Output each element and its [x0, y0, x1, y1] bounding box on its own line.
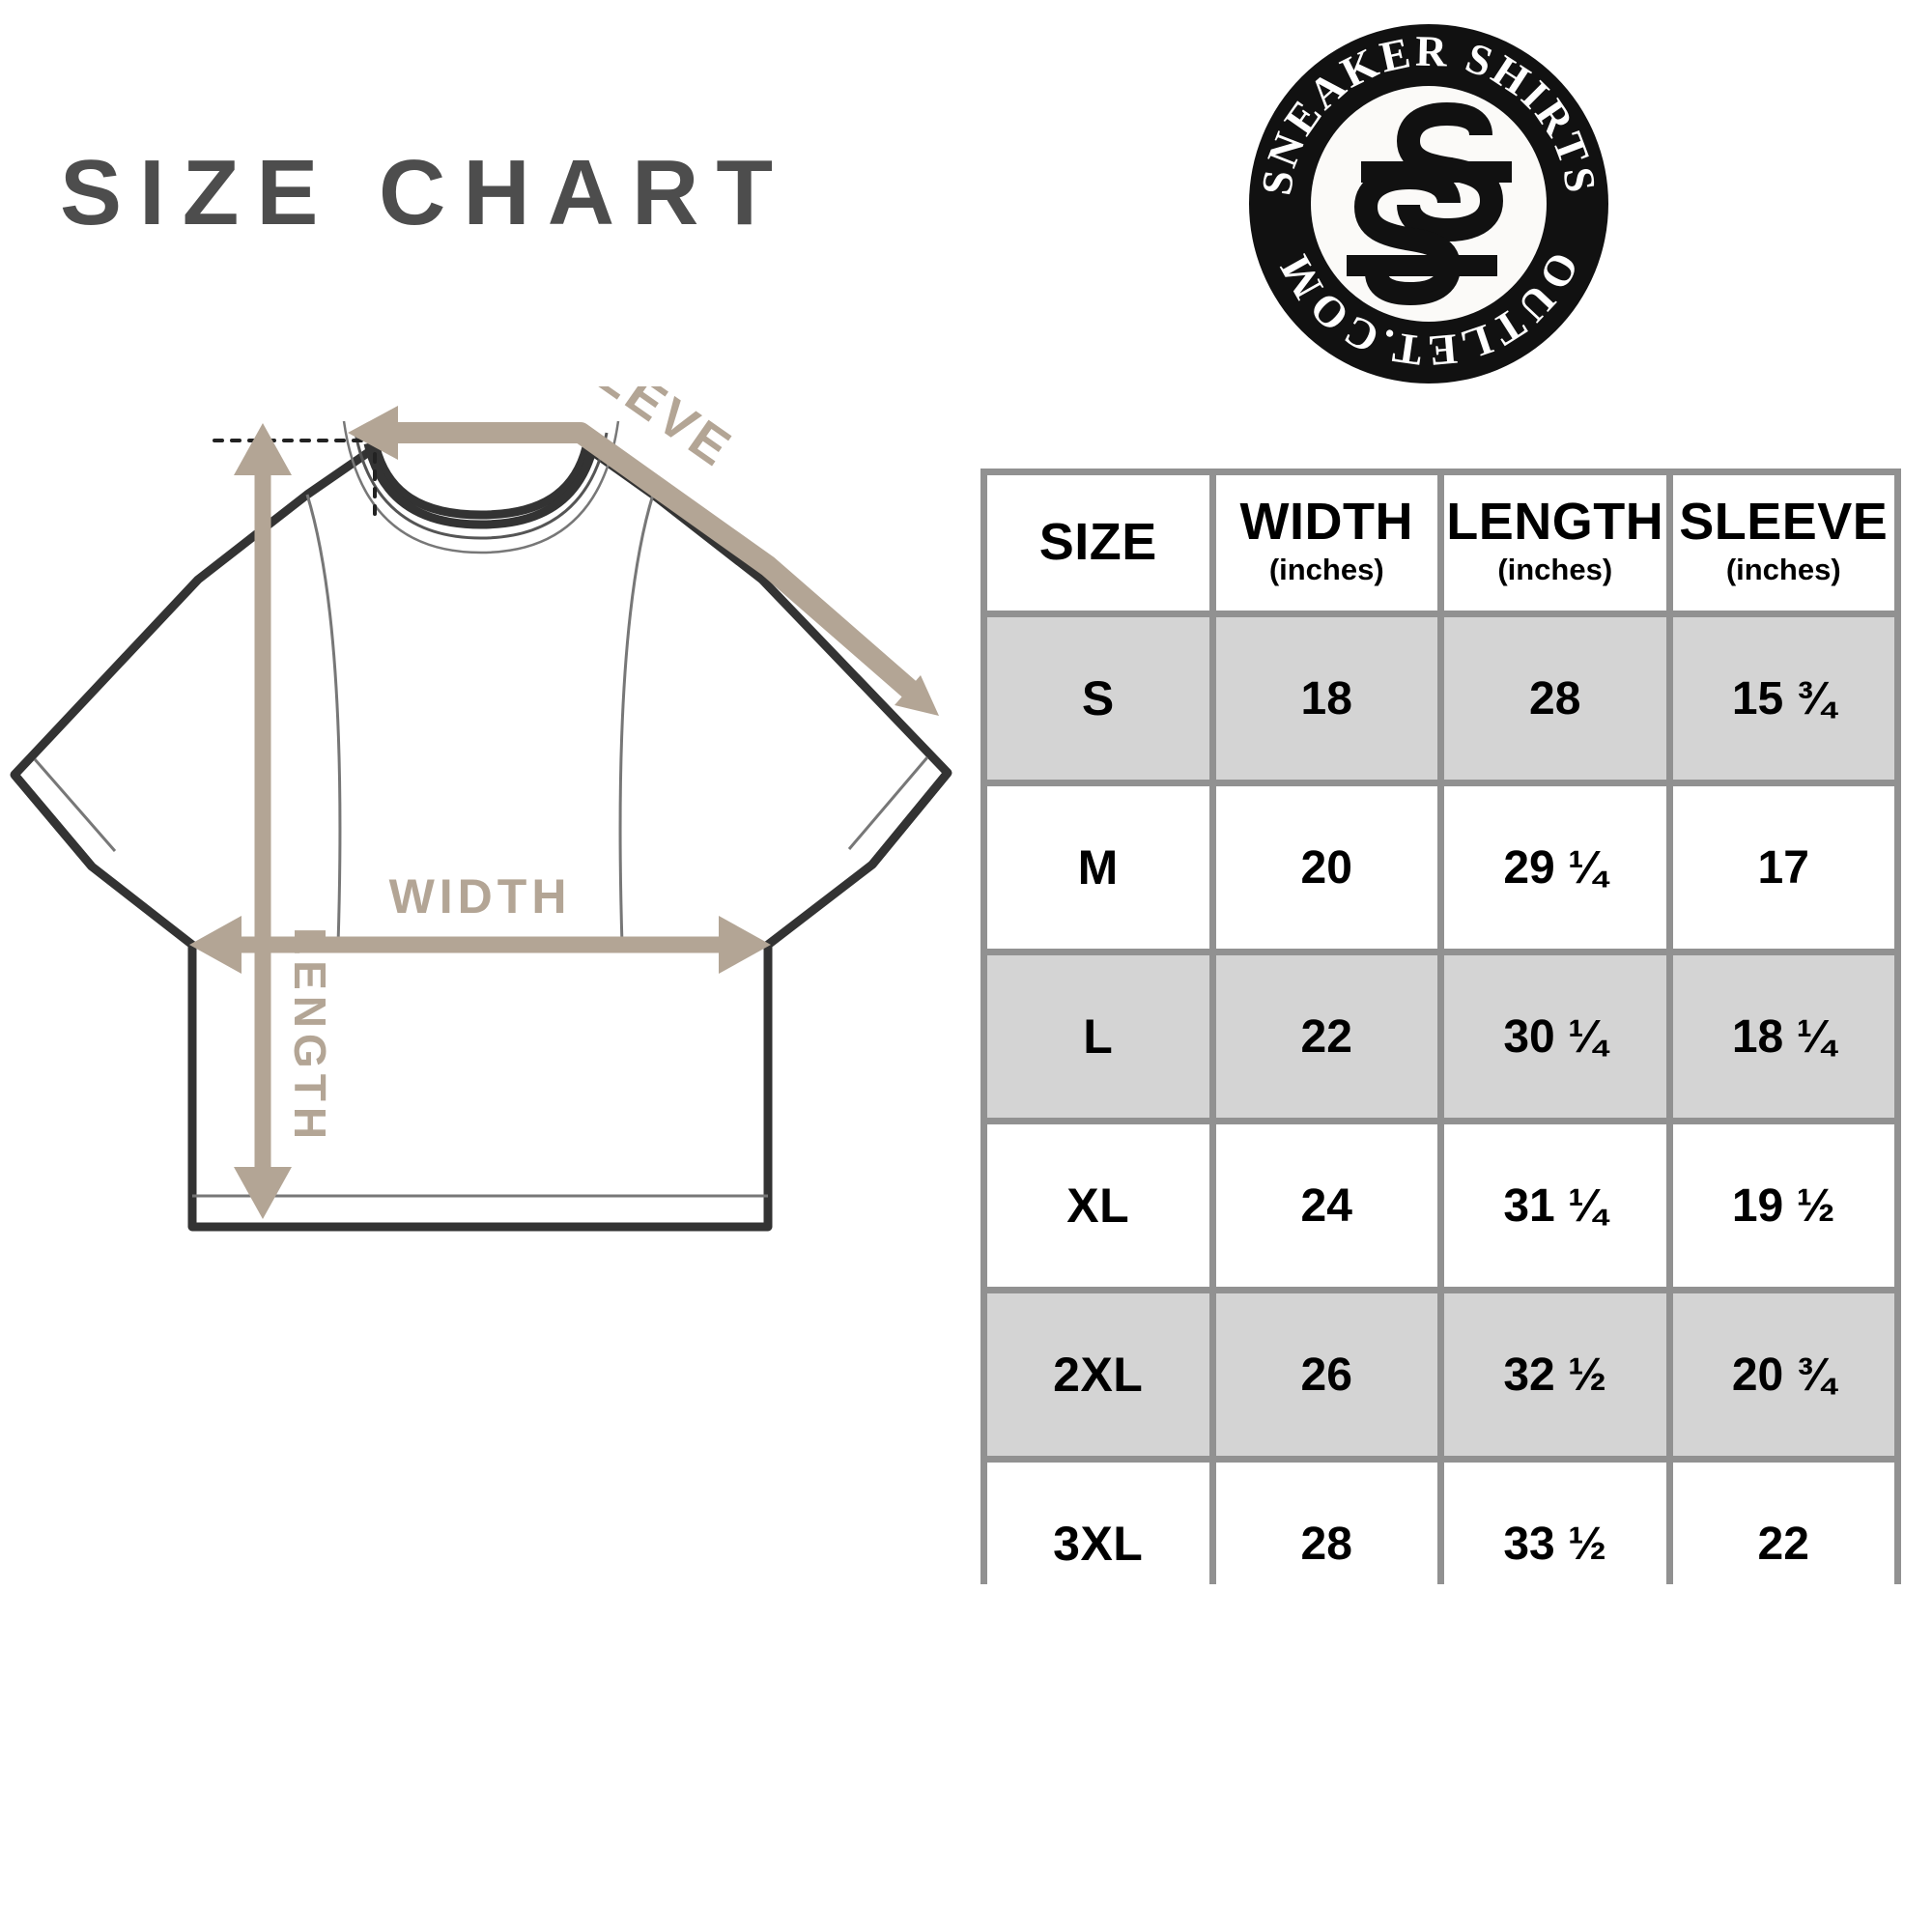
width-measure-arrow [189, 916, 771, 974]
width-arrowhead-left [189, 916, 242, 974]
cell-length: 28 [1444, 617, 1666, 780]
column-header-size-main: SIZE [1038, 513, 1157, 572]
table-row: 2XL 26 32 ½ 20 ¾ [987, 1293, 1894, 1456]
sleeve-arrowhead-end [895, 675, 939, 716]
width-arrowhead-right [719, 916, 771, 974]
column-header-length-main: LENGTH [1446, 493, 1664, 552]
tshirt-sleeve-hem-left-inner [33, 758, 117, 852]
cell-sleeve: 20 ¾ [1672, 1293, 1894, 1456]
sleeve-arrowhead-start [348, 406, 398, 460]
column-header-width-unit: (inches) [1268, 553, 1384, 587]
length-arrowhead-bottom [234, 1167, 292, 1219]
width-label: WIDTH [389, 869, 572, 923]
table-row: M 20 29 ¼ 17 [987, 786, 1894, 949]
size-chart-table: SIZE WIDTH (inches) LENGTH (inches) SLEE… [980, 469, 1901, 1632]
sleeve-measure-arrow [348, 406, 939, 716]
cell-length: 29 ¼ [1444, 786, 1666, 949]
cell-size: 2XL [987, 1293, 1209, 1456]
column-header-sleeve-unit: (inches) [1725, 553, 1841, 587]
cell-width: 24 [1215, 1124, 1437, 1287]
length-label: LENGTH [285, 927, 335, 1145]
cell-size: L [987, 955, 1209, 1118]
column-header-sleeve: SLEEVE (inches) [1672, 475, 1894, 611]
length-arrowhead-top [234, 423, 292, 475]
tshirt-neck-outer-seam-2 [342, 420, 620, 554]
column-header-length-unit: (inches) [1497, 553, 1613, 587]
cell-width: 20 [1215, 786, 1437, 949]
tshirt-body-path [10, 442, 952, 1232]
column-header-length: LENGTH (inches) [1444, 475, 1666, 611]
tshirt-armhole-left [305, 494, 342, 946]
cell-size: 3XL [987, 1463, 1209, 1625]
table-header-row: SIZE WIDTH (inches) LENGTH (inches) SLEE… [987, 475, 1894, 611]
cell-sleeve: 19 ½ [1672, 1124, 1894, 1287]
cell-sleeve: 18 ¼ [1672, 955, 1894, 1118]
cell-length: 32 ½ [1444, 1293, 1666, 1456]
size-chart-table-container: SIZE WIDTH (inches) LENGTH (inches) SLEE… [980, 469, 1901, 1625]
cell-size: M [987, 786, 1209, 949]
tshirt-neck-rib [363, 441, 599, 529]
cell-sleeve: 15 ¾ [1672, 617, 1894, 780]
column-header-size: SIZE [987, 475, 1209, 611]
cell-width: 22 [1215, 955, 1437, 1118]
page-title: SIZE CHART [60, 141, 790, 244]
tshirt-measurement-diagram: SLEEVE LENGTH WIDTH [0, 300, 966, 1352]
table-row: XL 24 31 ¼ 19 ½ [987, 1124, 1894, 1287]
cell-width: 26 [1215, 1293, 1437, 1456]
table-row: 3XL 28 33 ½ 22 [987, 1463, 1894, 1625]
cell-width: 18 [1215, 617, 1437, 780]
cell-length: 31 ¼ [1444, 1124, 1666, 1287]
cell-sleeve: 22 [1672, 1463, 1894, 1625]
brand-logo: SNEAKER SHIRTS OUTLET.COM [1246, 21, 1611, 386]
table-row: S 18 28 15 ¾ [987, 617, 1894, 780]
logo-monogram-ss [1347, 101, 1512, 306]
table-body: S 18 28 15 ¾ M 20 29 ¼ 17 L 22 30 ¼ 18 ¼… [987, 617, 1894, 1625]
tshirt-sleeve-hem-right [868, 770, 952, 867]
cell-width: 28 [1215, 1463, 1437, 1625]
tshirt-sleeve-hem-right-inner [847, 756, 929, 850]
cell-size: S [987, 617, 1209, 780]
cell-length: 33 ½ [1444, 1463, 1666, 1625]
column-header-sleeve-main: SLEEVE [1679, 493, 1889, 552]
table-row: L 22 30 ¼ 18 ¼ [987, 955, 1894, 1118]
column-header-width-main: WIDTH [1239, 493, 1413, 552]
tshirt-armhole-right [618, 494, 655, 946]
cell-sleeve: 17 [1672, 786, 1894, 949]
length-measure-arrow [234, 423, 292, 1219]
tshirt-sleeve-hem-left [11, 772, 96, 869]
cell-size: XL [987, 1124, 1209, 1287]
tshirt-outline [10, 420, 952, 1232]
column-header-width: WIDTH (inches) [1215, 475, 1437, 611]
cell-length: 30 ¼ [1444, 955, 1666, 1118]
